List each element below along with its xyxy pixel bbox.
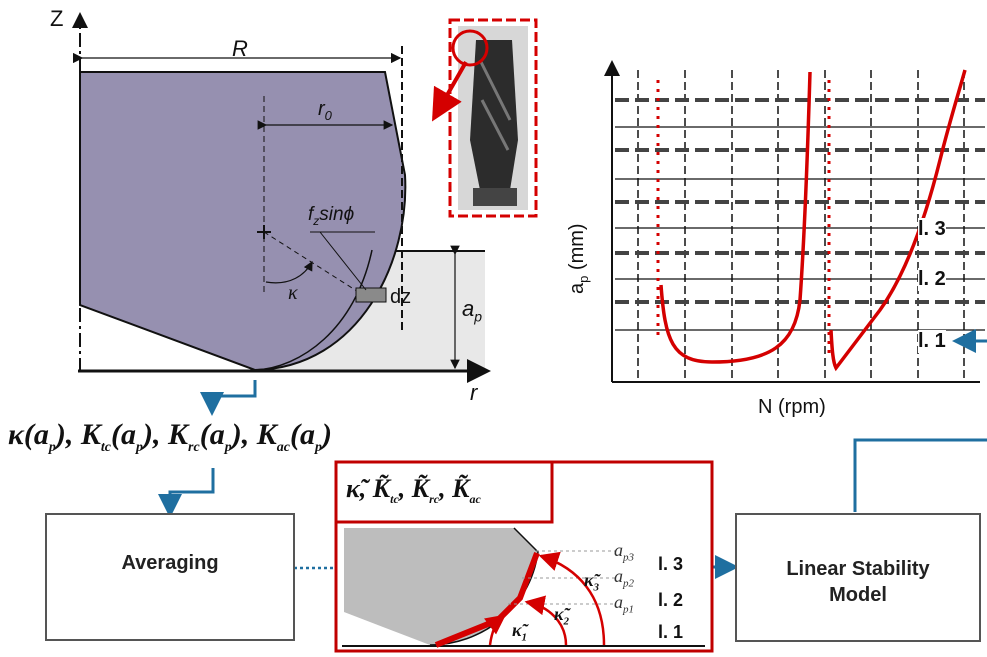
arrow-down-2: [158, 468, 215, 518]
tool-body: [79, 71, 407, 372]
averaged-coefficients: κ̃, K̃tc, K̃rc, K̃ac: [346, 474, 481, 507]
inset-level-3: l. 3: [658, 554, 684, 574]
ap2-label: ap2: [614, 566, 634, 590]
averaged-inset: [334, 460, 714, 653]
model-to-chart: [853, 438, 987, 512]
r-axis-label: r: [470, 380, 478, 405]
kappa1-label: κ̃1: [512, 620, 528, 644]
chart-level-1: l. 1: [918, 330, 946, 353]
tool-photo: [432, 18, 538, 218]
kappa2-label: κ̃2: [554, 604, 570, 628]
model-box: [735, 513, 981, 642]
chart-xlabel: N (rpm): [758, 396, 826, 418]
ap1-label: ap1: [614, 592, 634, 616]
dz-label: dz: [390, 286, 412, 308]
ap3-label: ap3: [614, 540, 634, 564]
kappa-label: κ: [288, 282, 298, 304]
inset-level-1: l. 1: [658, 622, 684, 642]
r0-label: r0: [318, 98, 332, 123]
chart-level-3: l. 3: [918, 218, 946, 241]
stability-lobe-2: [829, 69, 967, 372]
averaging-box: [45, 513, 295, 641]
z-axis-label: Z: [50, 6, 64, 31]
arrow-down-1: [200, 380, 257, 416]
radius-label: R: [232, 36, 248, 61]
averaging-label: Averaging: [121, 552, 219, 574]
model-label: Linear Stability Model: [736, 556, 980, 608]
formula-top: κ(ap), Ktc(ap), Krc(ap), Kac(ap): [8, 418, 332, 455]
model-label-line1: Linear Stability: [786, 558, 930, 580]
model-label-line2: Model: [829, 584, 887, 606]
inset-level-2: l. 2: [658, 590, 684, 610]
chart-ylabel: ap (mm): [566, 223, 591, 294]
workpiece: [255, 252, 485, 370]
ap-label: ap: [462, 296, 483, 325]
tool-geometry: [72, 12, 491, 416]
stability-lobe-1: [659, 71, 812, 364]
fz-label: fzsinϕ: [308, 204, 355, 228]
chart-level-2: l. 2: [918, 268, 946, 291]
kappa3-label: κ̃3: [584, 570, 600, 594]
